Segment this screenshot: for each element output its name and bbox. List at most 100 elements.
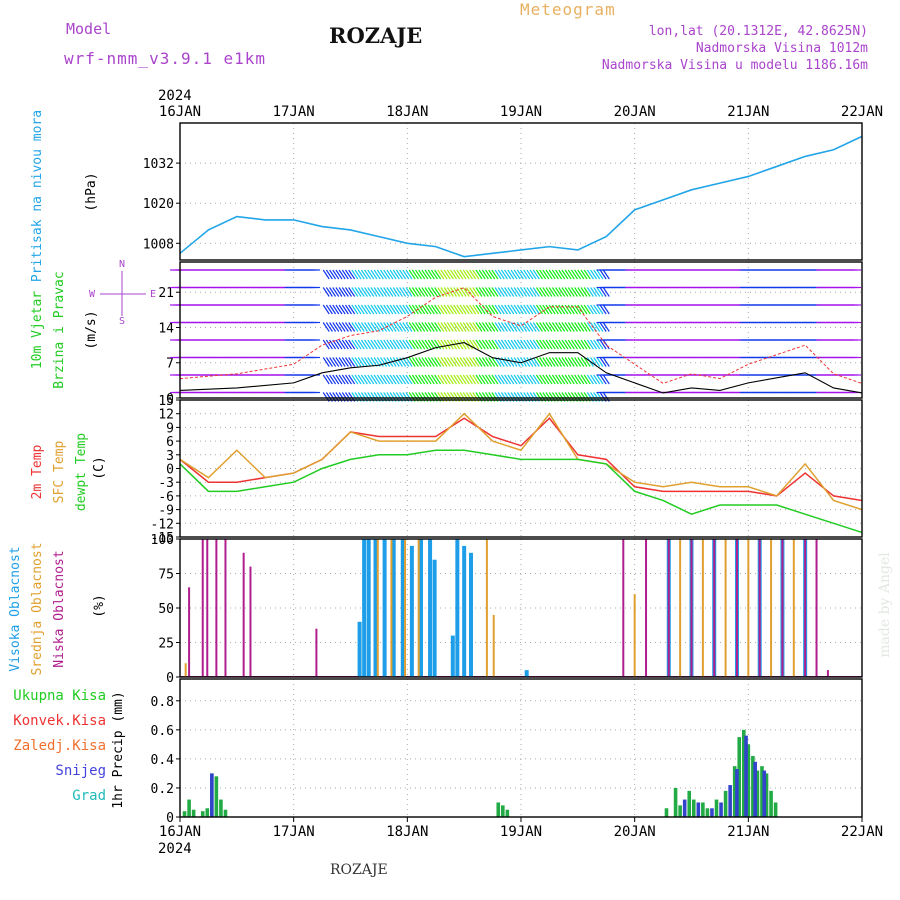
wind-barb	[443, 269, 451, 280]
wind-barb	[577, 374, 585, 385]
wind-barb	[411, 339, 419, 350]
wind-barb	[360, 339, 368, 350]
cloud-bar	[418, 539, 423, 677]
wind-barb	[341, 322, 349, 332]
x-tick-bottom: 22JAN	[841, 824, 883, 840]
wind-barb	[555, 339, 563, 350]
meteogram-label: Meteogram	[520, 0, 616, 19]
wind-barb	[465, 304, 473, 315]
wind-barb	[344, 304, 352, 315]
wind-barb	[354, 304, 362, 315]
wind-barb	[532, 357, 540, 367]
pressure-line	[179, 135, 863, 258]
y-tick-label: -6	[158, 490, 174, 505]
wind-barb	[383, 357, 391, 367]
wind-barb	[558, 269, 566, 280]
wind-barb	[548, 269, 556, 280]
wind-barb	[523, 339, 531, 350]
wind-barb	[548, 357, 556, 367]
wind-barb	[415, 339, 423, 350]
x-tick-top: 22JAN	[841, 104, 883, 120]
wind-barb	[590, 287, 598, 297]
wind-barb	[386, 339, 394, 350]
wind-barb	[440, 339, 448, 350]
wind-barb	[488, 374, 496, 385]
cloud-bar	[667, 539, 670, 677]
wind-barb	[500, 304, 508, 315]
wind-barb	[551, 339, 559, 350]
wind-barb	[497, 339, 505, 350]
wind-barb	[373, 287, 381, 297]
wind-barb	[462, 339, 470, 350]
y-tick-label: 3	[166, 449, 174, 464]
wind-barb	[360, 287, 368, 297]
wind-speed-line	[179, 342, 863, 394]
wind-barb	[360, 322, 368, 332]
wind-barb	[574, 339, 582, 350]
precip-bar	[673, 787, 678, 817]
wind-barb	[494, 304, 502, 315]
wind-barb	[408, 322, 416, 332]
y-tick-label: 0	[166, 671, 174, 686]
wind-barb	[402, 339, 410, 350]
wind-barb	[478, 269, 486, 280]
wind-barb	[567, 339, 575, 350]
precip-bar	[687, 790, 692, 817]
wind-barb	[478, 339, 486, 350]
panel-frame	[179, 122, 863, 261]
wind-barb	[542, 374, 550, 385]
wind-barb	[357, 339, 365, 350]
wind-barb	[497, 287, 505, 297]
wind-barb	[491, 269, 499, 280]
y-tick-label: 25	[158, 637, 174, 652]
wind-barb	[504, 287, 512, 297]
wind-barb	[561, 357, 569, 367]
precip-bar	[719, 802, 723, 817]
model-label: Model	[66, 20, 112, 38]
wind-barb	[446, 374, 454, 385]
precip-bar	[753, 761, 757, 817]
wind-barb	[376, 322, 384, 332]
wind-barb	[437, 339, 445, 350]
wind-barb	[469, 287, 477, 297]
wind-barb	[545, 374, 553, 385]
wind-barb	[590, 269, 598, 280]
cloud-bar	[492, 614, 495, 677]
wind-barb	[459, 357, 467, 367]
wind-barb	[555, 269, 563, 280]
wind-barb	[564, 287, 572, 297]
wind-barb	[485, 322, 493, 332]
wind-barb	[586, 322, 594, 332]
wind-barb	[351, 374, 359, 385]
wind-barb	[551, 269, 559, 280]
wind-barb	[367, 339, 375, 350]
wind-barb	[380, 357, 388, 367]
wind-barb	[367, 287, 375, 297]
wind-barb	[574, 322, 582, 332]
wind-barb	[485, 304, 493, 315]
wind-barb	[539, 357, 547, 367]
wind-barb	[551, 287, 559, 297]
wind-barb	[529, 322, 537, 332]
model-name: wrf-nmm_v3.9.1 e1km	[64, 49, 267, 68]
lonlat-text: lon,lat (20.1312E, 42.8625N)	[648, 24, 868, 39]
wind-barb	[504, 339, 512, 350]
wind-barb	[494, 374, 502, 385]
wind-barb	[500, 287, 508, 297]
wind-barb	[322, 269, 330, 280]
wind-barb	[389, 304, 397, 315]
wind-barb	[507, 357, 515, 367]
wind-barb	[373, 304, 381, 315]
wind-barb	[593, 269, 601, 280]
wind-barb	[395, 339, 403, 350]
wind-barb	[443, 304, 451, 315]
wind-barb	[472, 339, 480, 350]
wind-barb	[542, 287, 550, 297]
wind-barb	[567, 357, 575, 367]
wind-barb	[520, 374, 528, 385]
wind-barb	[415, 322, 423, 332]
compass-n: N	[119, 259, 125, 270]
wind-barb	[427, 357, 435, 367]
wind-barb	[443, 357, 451, 367]
wind-barb	[523, 322, 531, 332]
